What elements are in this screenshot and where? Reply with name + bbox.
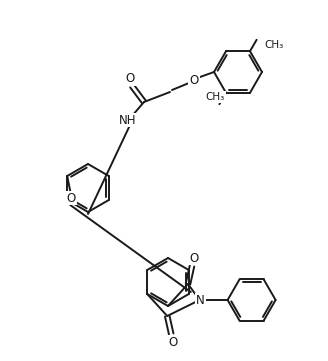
Text: O: O (189, 74, 199, 87)
Text: O: O (169, 335, 178, 348)
Text: O: O (125, 73, 134, 86)
Text: O: O (189, 252, 199, 265)
Text: N: N (196, 293, 205, 306)
Text: NH: NH (119, 113, 137, 126)
Text: O: O (67, 191, 76, 204)
Text: CH₃: CH₃ (206, 92, 225, 102)
Text: CH₃: CH₃ (265, 40, 284, 50)
